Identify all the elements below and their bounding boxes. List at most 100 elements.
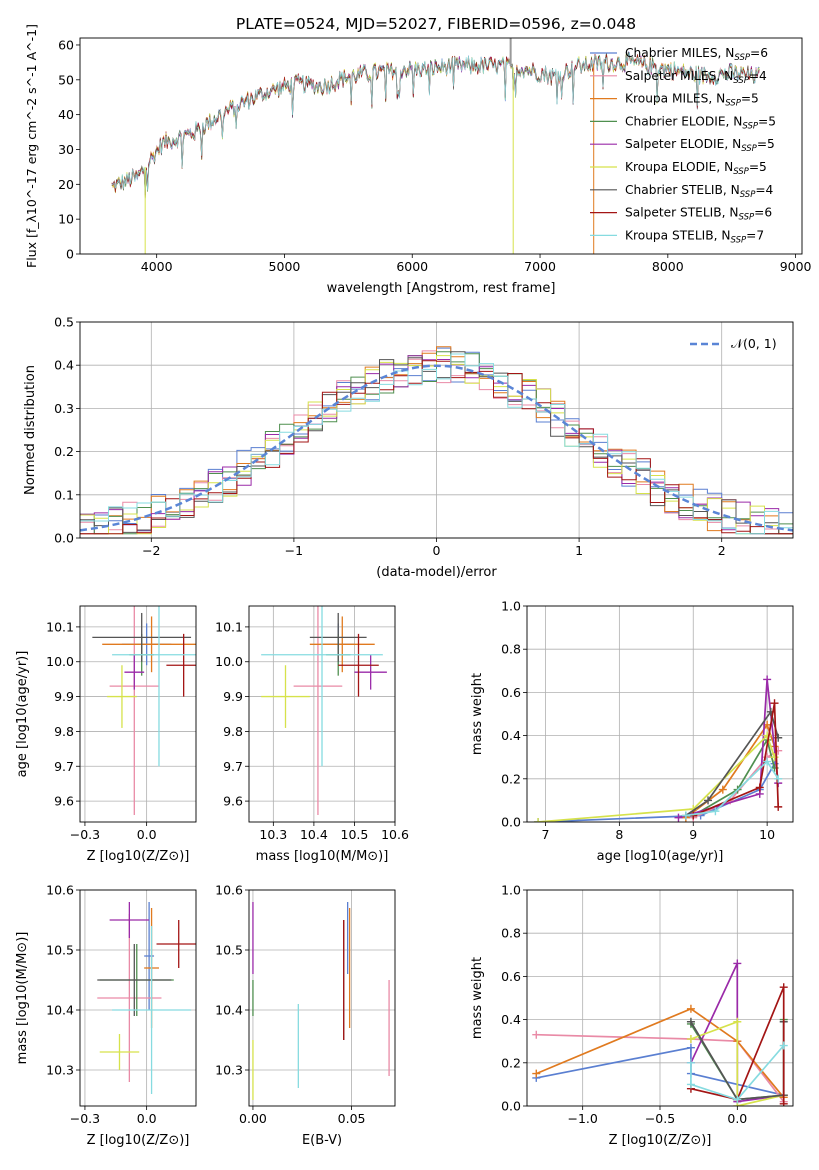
axes-frame: [526, 889, 794, 1107]
legend-entry: Chabrier ELODIE, NSSP=5: [625, 114, 776, 131]
x-tick-label: 0.0: [137, 1111, 157, 1126]
legend-entry-count: =6: [754, 206, 772, 220]
legend-entry-subscript: SSP: [734, 53, 750, 63]
mass-weight-marker: [686, 1035, 695, 1044]
mass-weight-marker: [733, 1017, 742, 1026]
spectrum-series-line: [111, 52, 760, 195]
panel-age-vs-mass: 10.3 10.4 10.5 10.6 9.6 9.7 9.8 9.9 10.0 10.1 mass…: [215, 605, 409, 864]
legend: Chabrier MILES, NSSP=6 Salpeter MILES, NS…: [590, 46, 776, 245]
x-tick-label: 10.3: [259, 827, 287, 842]
y-tick-label: 0.5: [54, 315, 74, 330]
legend-entry-subscript: SSP: [741, 144, 757, 154]
mass-weight-series-line: [692, 737, 776, 817]
axes-frame: [248, 889, 396, 1107]
y-tick-label: 0.6: [501, 685, 521, 700]
x-tick-label: 9: [689, 827, 697, 842]
y-tick-label: 0.0: [501, 1099, 521, 1114]
x-axis-label: wavelength [Angstrom, rest frame]: [327, 281, 556, 296]
axes-frame: [79, 605, 197, 823]
y-tick-label: 9.7: [223, 759, 243, 774]
y-tick-label: 10.3: [46, 1063, 74, 1078]
legend-entry: Chabrier STELIB, NSSP=4: [625, 183, 774, 200]
plot-area: [534, 675, 783, 822]
x-tick-label: 6000: [396, 259, 428, 274]
mass-weight-marker: [774, 802, 783, 811]
plot-area: [97, 902, 196, 1094]
y-tick-label: 50: [58, 72, 74, 87]
legend-entry: Salpeter STELIB, NSSP=6: [625, 206, 772, 223]
x-axis-label: Z [log10(Z/Z⊙)]: [609, 1133, 712, 1148]
y-tick-label: 9.9: [223, 689, 243, 704]
x-tick-label: −1.0: [567, 1111, 597, 1126]
panel-massweight-vs-Z: −1.0 −0.5 0.0 0.0 0.2 0.4 0.6 0.8 1.0 Z [log10(Z/…: [470, 883, 794, 1148]
x-tick-label: 10.6: [381, 827, 409, 842]
x-axis-label: age [log10(age/yr)]: [597, 849, 724, 864]
x-tick-label: 10.5: [341, 827, 369, 842]
mass-weight-marker: [686, 1043, 695, 1052]
y-tick-label: 40: [58, 107, 74, 122]
y-tick-label: 9.8: [223, 724, 243, 739]
mass-weight-marker: [755, 783, 764, 792]
mass-weight-marker: [774, 774, 783, 783]
mass-weight-marker: [733, 1095, 742, 1104]
mass-weight-marker: [763, 731, 772, 740]
x-tick-label: 8000: [652, 259, 684, 274]
mass-weight-series-line: [538, 734, 776, 822]
x-tick-label: 0.05: [338, 1111, 366, 1126]
axes-frame: [526, 605, 794, 823]
legend-entry-count: =5: [749, 160, 767, 174]
y-tick-label: 10.6: [46, 883, 74, 898]
y-tick-label: 0.3: [54, 401, 74, 416]
legend-entry: Kroupa ELODIE, NSSP=5: [625, 160, 767, 177]
x-tick-label: −1: [285, 543, 303, 558]
mass-weight-series-line: [685, 760, 779, 817]
y-tick-label: 30: [58, 142, 74, 157]
x-tick-label: 1: [575, 543, 583, 558]
y-tick-label: 0.2: [54, 444, 74, 459]
mass-weight-series-line: [538, 763, 776, 822]
legend-entry-subscript: SSP: [733, 76, 749, 86]
mass-weight-marker: [711, 807, 720, 816]
legend-entry-count: =7: [746, 228, 764, 242]
y-tick-label: 9.7: [54, 759, 74, 774]
mass-weight-marker: [674, 813, 683, 822]
legend-entry: 𝒩(0, 1): [731, 336, 777, 351]
figure-title: PLATE=0524, MJD=52027, FIBERID=0596, z=0…: [236, 15, 636, 33]
y-tick-label: 0.2: [501, 1055, 521, 1070]
x-tick-label: 5000: [269, 259, 301, 274]
y-tick-label: 10.3: [215, 1063, 243, 1078]
y-tick-label: 0.6: [501, 969, 521, 984]
x-tick-label: −0.3: [70, 827, 100, 842]
y-tick-label: 9.6: [223, 794, 243, 809]
mass-weight-marker: [763, 757, 772, 766]
y-tick-label: 0.0: [54, 531, 74, 546]
x-tick-label: 0.0: [137, 827, 157, 842]
x-tick-label: 10: [759, 827, 775, 842]
mass-weight-series-line: [678, 679, 780, 819]
y-tick-label: 10.1: [215, 619, 243, 634]
mass-weight-series-line: [690, 1044, 785, 1101]
y-tick-label: 9.9: [54, 689, 74, 704]
axes-frame: [248, 605, 396, 823]
y-tick-label: 9.6: [54, 794, 74, 809]
y-tick-label: 9.8: [54, 724, 74, 739]
mass-weight-series-line: [535, 1007, 785, 1098]
mass-weight-marker: [686, 1080, 695, 1089]
y-axis-label: Flux [f_λ10^-17 erg cm^-2 s^-1 A^-1]: [24, 24, 39, 268]
y-tick-label: 0.4: [501, 1012, 521, 1027]
mass-weight-marker: [779, 983, 788, 992]
y-tick-label: 10.1: [46, 619, 74, 634]
legend-entry-subscript: SSP: [725, 99, 741, 109]
legend-entry: Salpeter MILES, NSSP=4: [625, 69, 767, 86]
legend-entry-text: Kroupa ELODIE, N: [625, 160, 733, 174]
axes-frame: [79, 889, 197, 1107]
x-tick-label: −0.3: [70, 1111, 100, 1126]
legend-entry: Chabrier MILES, NSSP=6: [625, 46, 768, 63]
legend-entry-count: =5: [741, 92, 759, 106]
mass-weight-marker: [704, 796, 713, 805]
plot-area: [92, 606, 196, 816]
y-tick-label: 10.4: [46, 1003, 74, 1018]
legend-entry-subscript: SSP: [738, 213, 754, 223]
legend-entry-text: Chabrier ELODIE, N: [625, 114, 742, 128]
mass-weight-marker: [770, 699, 779, 708]
